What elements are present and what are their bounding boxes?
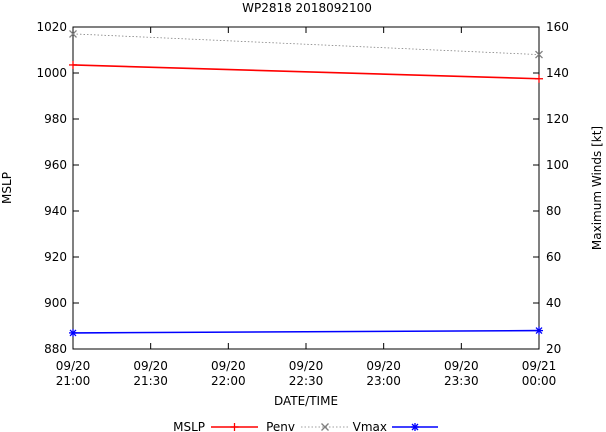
y-left-tick-label: 1000 xyxy=(36,66,67,80)
x-tick-label-time: 23:00 xyxy=(366,374,401,388)
x-tick-label-time: 21:00 xyxy=(56,374,91,388)
y-axis-label-right: Maximum Winds [kt] xyxy=(590,126,604,250)
y-right-tick-label: 60 xyxy=(546,250,561,264)
x-tick-label-time: 00:00 xyxy=(522,374,557,388)
x-tick-label-date: 09/20 xyxy=(211,359,246,373)
x-tick-label-date: 09/20 xyxy=(56,359,91,373)
legend-marker xyxy=(321,423,329,431)
y-right-tick-label: 140 xyxy=(546,66,569,80)
data-point-vmax xyxy=(535,50,543,59)
series-line-mslp xyxy=(72,329,540,334)
y-left-tick-label: 900 xyxy=(44,296,67,310)
x-tick-label-date: 09/20 xyxy=(133,359,168,373)
y-right-tick-label: 40 xyxy=(546,296,561,310)
x-tick-label-date: 09/21 xyxy=(522,359,557,373)
y-right-tick-label: 160 xyxy=(546,20,569,34)
legend-marker xyxy=(411,423,419,431)
legend-label: Penv xyxy=(266,420,295,432)
y-axis-label-left: MSLP xyxy=(0,172,14,204)
y-left-tick-label: 980 xyxy=(44,112,67,126)
data-point-penv xyxy=(535,74,543,83)
x-tick-label-date: 09/20 xyxy=(289,359,324,373)
x-tick-label-date: 09/20 xyxy=(366,359,401,373)
tick-labels: 880 900 920 940 960 980 1000 1020 20 40 60 80 100 120… xyxy=(36,20,568,388)
tick-marks xyxy=(72,26,540,350)
data-point-mslp xyxy=(535,326,543,335)
series-line-vmax xyxy=(72,33,540,55)
data-point-penv xyxy=(69,60,77,69)
series-line-penv xyxy=(72,64,540,80)
x-tick-label-time: 21:30 xyxy=(133,374,168,388)
x-axis-label: DATE/TIME xyxy=(274,394,338,408)
x-tick-label-time: 23:30 xyxy=(444,374,479,388)
legend: MSLP Penv Vmax xyxy=(173,420,438,432)
series-layer xyxy=(69,29,543,337)
plot-frame xyxy=(72,26,540,350)
y-right-tick-label: 20 xyxy=(546,342,561,356)
y-left-tick-label: 940 xyxy=(44,204,67,218)
data-point-vmax xyxy=(69,29,77,38)
data-point-mslp xyxy=(69,328,77,337)
y-right-tick-label: 80 xyxy=(546,204,561,218)
y-left-tick-label: 920 xyxy=(44,250,67,264)
legend-marker xyxy=(230,423,239,431)
y-left-tick-label: 1020 xyxy=(36,20,67,34)
y-right-tick-label: 100 xyxy=(546,158,569,172)
x-tick-label-date: 09/20 xyxy=(444,359,479,373)
chart-title: WP2818 2018092100 xyxy=(242,1,372,15)
y-left-tick-label: 880 xyxy=(44,342,67,356)
legend-label: Vmax xyxy=(353,420,387,432)
legend-label: MSLP xyxy=(173,420,205,432)
y-left-tick-label: 960 xyxy=(44,158,67,172)
x-tick-label-time: 22:30 xyxy=(289,374,324,388)
y-right-tick-label: 120 xyxy=(546,112,569,126)
x-tick-label-time: 22:00 xyxy=(211,374,246,388)
